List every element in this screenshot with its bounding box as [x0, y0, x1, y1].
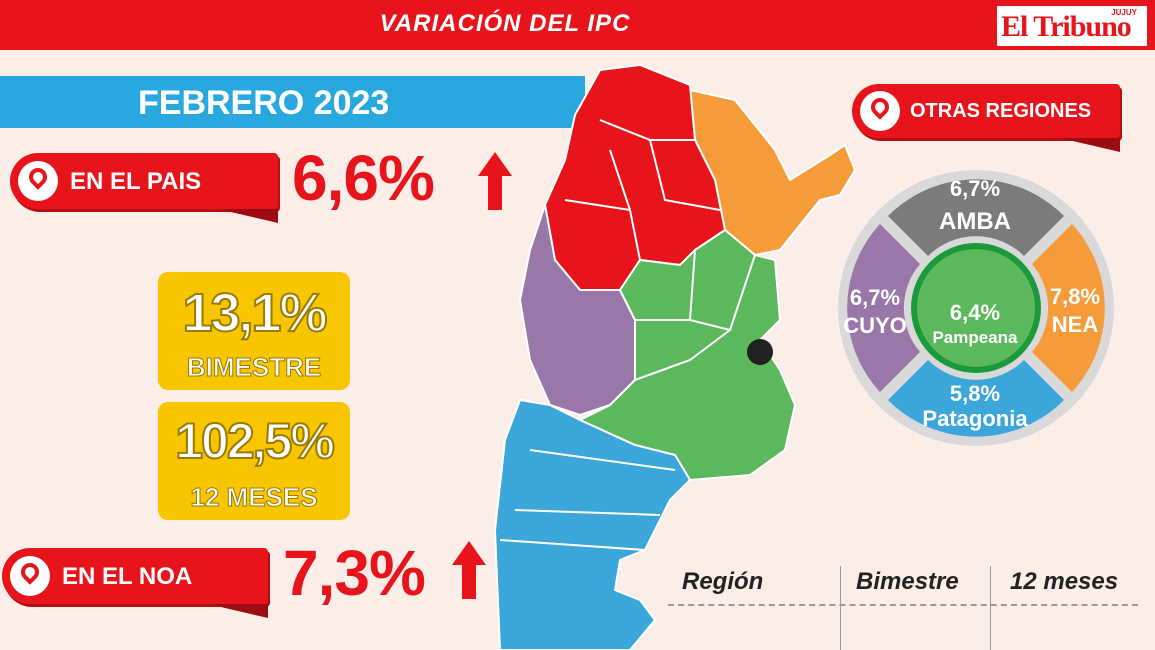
page-title: VARIACIÓN DEL IPC	[379, 10, 631, 37]
other-regions-label: OTRAS REGIONES	[910, 100, 1092, 122]
pampeana-value: 6,4%	[949, 300, 1001, 325]
noa-badge: EN EL NOA	[2, 548, 268, 618]
period-bar: FEBRERO 2023	[0, 76, 585, 128]
table-header-region: Región	[682, 568, 764, 595]
ring-pampeana	[911, 243, 1041, 373]
location-pin-icon	[10, 556, 50, 596]
nea-label: NEA	[1051, 312, 1099, 337]
table-header-bimestre: Bimestre	[856, 568, 959, 595]
ring-patagonia	[888, 360, 1064, 437]
nea-value: 7,8%	[1049, 284, 1101, 309]
newspaper-logo: JUJUY El Tribuno	[997, 6, 1147, 46]
region-table: Región Bimestre 12 meses	[668, 560, 1148, 650]
annual-value: 102,5%	[174, 412, 336, 470]
ring-nea	[1032, 224, 1105, 392]
patagonia-value: 5,8%	[949, 381, 1001, 406]
annual-label: 12 MESES	[190, 482, 318, 513]
noa-label: EN EL NOA	[62, 563, 193, 590]
regions-circle	[838, 170, 1114, 446]
amba-label: AMBA	[939, 208, 1011, 235]
country-value: 6,6%	[292, 142, 435, 214]
other-regions-badge: OTRAS REGIONES	[852, 84, 1120, 152]
bimestre-box: 13,1% BIMESTRE	[158, 272, 350, 390]
bimestre-value: 13,1%	[181, 282, 328, 344]
noa-value: 7,3%	[283, 537, 426, 609]
location-pin-icon	[860, 91, 900, 131]
logo-region: JUJUY	[1111, 8, 1137, 17]
annual-box: 102,5% 12 MESES	[158, 402, 350, 520]
country-badge: EN EL PAIS	[10, 153, 278, 223]
map-region-patagonia	[493, 398, 692, 650]
arrow-up-icon	[452, 541, 486, 599]
country-label: EN EL PAIS	[70, 168, 202, 195]
cuyo-value: 6,7%	[849, 285, 901, 310]
logo-text: El Tribuno	[1001, 10, 1132, 43]
location-pin-icon	[18, 161, 58, 201]
period-label: FEBRERO 2023	[138, 84, 390, 122]
ring-amba	[888, 179, 1064, 256]
cuyo-label: CUYO	[843, 313, 907, 338]
patagonia-label: Patagonia	[922, 406, 1028, 431]
map-region-pampeana	[577, 228, 797, 482]
pampeana-label: Pampeana	[932, 328, 1018, 347]
amba-value: 6,7%	[949, 176, 1001, 201]
bimestre-label: BIMESTRE	[186, 352, 322, 383]
map-amba-marker	[747, 339, 773, 365]
arrow-up-icon	[478, 152, 512, 210]
ring-cuyo	[847, 224, 920, 392]
header-bar: VARIACIÓN DEL IPC JUJUY El Tribuno	[0, 0, 1155, 50]
argentina-map	[493, 63, 857, 650]
table-header-12-meses: 12 meses	[1010, 568, 1119, 595]
